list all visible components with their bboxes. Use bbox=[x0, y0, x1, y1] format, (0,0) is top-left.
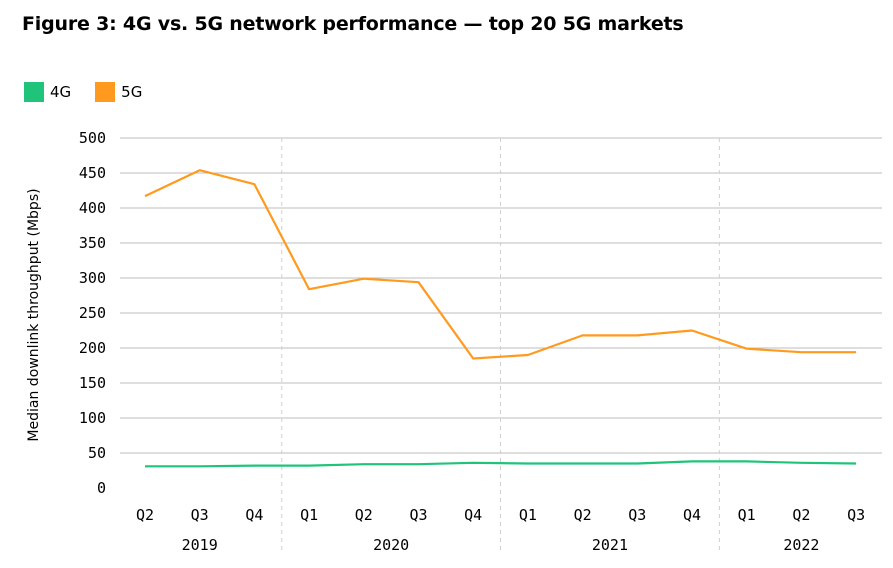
x-tick-label-8: Q2 bbox=[574, 506, 592, 524]
x-tick-label-11: Q1 bbox=[738, 506, 756, 524]
y-axis-label: Median downlink throughput (Mbps) bbox=[26, 188, 42, 441]
y-tick-label-250: 250 bbox=[79, 304, 106, 322]
y-tick-label-300: 300 bbox=[79, 269, 106, 287]
y-tick-label-400: 400 bbox=[79, 199, 106, 217]
y-tick-label-50: 50 bbox=[88, 444, 106, 462]
year-label-2021: 2021 bbox=[592, 536, 628, 554]
chart-title: Figure 3: 4G vs. 5G network performance … bbox=[22, 13, 684, 35]
y-tick-label-350: 350 bbox=[79, 234, 106, 252]
y-tick-label-150: 150 bbox=[79, 374, 106, 392]
x-tick-label-12: Q2 bbox=[792, 506, 810, 524]
x-tick-label-7: Q1 bbox=[519, 506, 537, 524]
x-tick-label-2: Q4 bbox=[245, 506, 263, 524]
y-tick-label-450: 450 bbox=[79, 164, 106, 182]
year-label-2022: 2022 bbox=[783, 536, 819, 554]
y-tick-label-0: 0 bbox=[97, 479, 106, 497]
x-tick-label-9: Q3 bbox=[628, 506, 646, 524]
x-tick-label-10: Q4 bbox=[683, 506, 701, 524]
x-tick-label-3: Q1 bbox=[300, 506, 318, 524]
series-lines bbox=[144, 169, 857, 468]
legend: 4G 5G bbox=[24, 82, 166, 102]
legend-swatch-5g bbox=[95, 82, 116, 102]
y-tick-label-500: 500 bbox=[79, 129, 106, 147]
x-tick-label-1: Q3 bbox=[191, 506, 209, 524]
year-label-2020: 2020 bbox=[373, 536, 409, 554]
x-tick-label-13: Q3 bbox=[847, 506, 865, 524]
y-tick-label-200: 200 bbox=[79, 339, 106, 357]
x-axis: 2019 2020 2021 2022 Q2 Q3 Q4 Q1 Q2 Q3 Q4 Q1 Q2 Q3 Q4 Q1… bbox=[136, 506, 865, 554]
series-line-4g bbox=[145, 460, 857, 468]
y-axis: 0 50 100 150 200 250 300 350 400 450 500 bbox=[79, 129, 106, 497]
year-label-2019: 2019 bbox=[182, 536, 218, 554]
series-line-5g bbox=[144, 169, 857, 360]
legend-item-5g: 5G bbox=[95, 82, 142, 102]
legend-item-4g: 4G bbox=[24, 82, 71, 102]
x-tick-label-6: Q4 bbox=[464, 506, 482, 524]
legend-swatch-4g bbox=[24, 82, 44, 102]
x-tick-label-5: Q3 bbox=[409, 506, 427, 524]
gridlines bbox=[120, 137, 882, 552]
x-tick-label-0: Q2 bbox=[136, 506, 154, 524]
legend-label-4g: 4G bbox=[50, 83, 72, 101]
legend-label-5g: 5G bbox=[121, 83, 143, 101]
y-tick-label-100: 100 bbox=[79, 409, 106, 427]
x-tick-label-4: Q2 bbox=[355, 506, 373, 524]
